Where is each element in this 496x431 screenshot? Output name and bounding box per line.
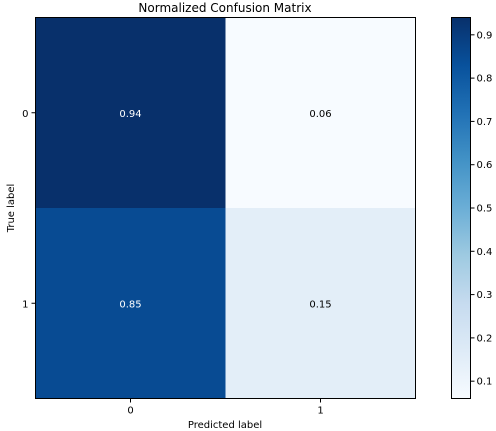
colorbar-tick-label: 0.8: [477, 74, 493, 85]
plot-frame: [35, 17, 416, 399]
colorbar-tick-label: 0.1: [477, 377, 493, 388]
colorbar-tick-label: 0.4: [477, 247, 493, 258]
heatmap-cell-labels: 0.94 0.06 0.85 0.15: [119, 109, 331, 311]
heatmap-cell-label: 0.15: [309, 299, 331, 310]
heatmap-cell-label: 0.94: [119, 109, 141, 120]
colorbar-tick-label: 0.3: [477, 290, 493, 301]
heatmap-cell-label: 0.06: [309, 109, 331, 120]
heatmap-cells: [35, 17, 416, 399]
colorbar: [451, 17, 471, 399]
heatmap-cell: [35, 208, 226, 399]
x-tick-label: 1: [317, 406, 323, 417]
heatmap-cell: [225, 208, 416, 399]
y-axis-ticks: 01: [22, 109, 36, 310]
y-tick-label: 0: [22, 109, 28, 120]
chart-title: Normalized Confusion Matrix: [138, 1, 311, 15]
colorbar-tick-label: 0.2: [477, 333, 493, 344]
y-tick-label: 1: [22, 299, 28, 310]
colorbar-tick-label: 0.6: [477, 160, 493, 171]
y-axis-label: True label: [6, 184, 17, 234]
heatmap-cell-label: 0.85: [119, 299, 141, 310]
colorbar-tick-label: 0.9: [477, 30, 493, 41]
heatmap-cell: [225, 17, 416, 208]
colorbar-ticks: 0.1 0.2 0.3 0.4 0.5 0.6 0.7 0.8 0.9: [470, 30, 493, 388]
x-tick-label: 0: [127, 406, 133, 417]
x-axis-label: Predicted label: [188, 420, 262, 431]
heatmap-cell: [35, 17, 226, 208]
colorbar-tick-label: 0.5: [477, 204, 493, 215]
colorbar-tick-label: 0.7: [477, 117, 493, 128]
